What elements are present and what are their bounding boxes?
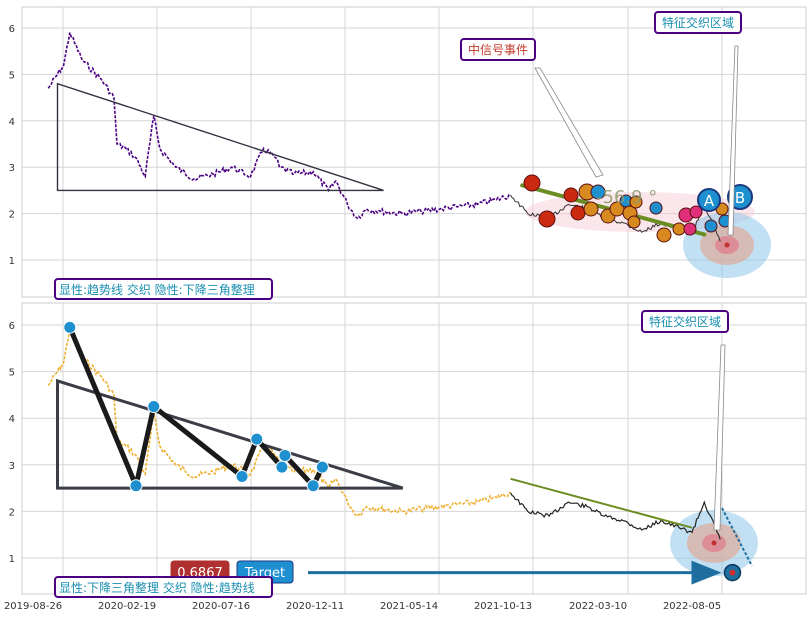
y-tick-label: 3 bbox=[9, 461, 15, 472]
bottom-target-arrow bbox=[308, 560, 742, 585]
y-tick-label: 4 bbox=[9, 414, 15, 425]
signal-marker bbox=[683, 222, 697, 236]
y-tick-label: 2 bbox=[9, 210, 15, 221]
pivot-point bbox=[129, 479, 143, 493]
signal-marker bbox=[656, 227, 672, 243]
x-tick-label: 2020-02-19 bbox=[98, 601, 156, 612]
top-signal-callout: 中信号事件 bbox=[460, 38, 604, 178]
top-region-callout-arrow bbox=[727, 45, 739, 236]
top-panel: 1 2 3 4 5 6 -56.9 ° A B 中信号事件 特征交织区域 bbox=[9, 6, 807, 300]
x-tick-label: 2022-03-10 bbox=[569, 601, 627, 612]
x-tick-label: 2022-08-05 bbox=[663, 601, 721, 612]
top-signal-callout-arrow bbox=[534, 67, 604, 178]
bottom-region-callout-box bbox=[641, 310, 729, 333]
bottom-legend-box bbox=[54, 576, 273, 598]
top-y-tick-labels: 1 2 3 4 5 6 bbox=[9, 24, 15, 267]
x-tick-label: 2020-07-16 bbox=[192, 601, 250, 612]
bottom-descending-triangle bbox=[56, 378, 404, 490]
top-legend-text: 显性:趋势线 交织 隐性:下降三角整理 bbox=[59, 282, 255, 297]
top-circle-a-label: A bbox=[704, 192, 715, 210]
y-tick-label: 6 bbox=[9, 321, 15, 332]
x-tick-label: 2019-08-26 bbox=[4, 601, 62, 612]
bottom-legend: 显性:下降三角整理 交织 隐性:趋势线 bbox=[54, 576, 273, 598]
top-legend: 显性:趋势线 交织 隐性:下降三角整理 bbox=[54, 278, 273, 300]
y-tick-label: 5 bbox=[9, 368, 15, 379]
x-tick-labels: 2019-08-26 2020-02-19 2020-07-16 2020-12-11… bbox=[4, 601, 721, 612]
y-tick-label: 1 bbox=[9, 554, 15, 565]
bottom-breakdown-line bbox=[721, 507, 753, 567]
bottom-trend-line-segment bbox=[510, 477, 693, 529]
signal-marker bbox=[590, 184, 606, 200]
pivot-point bbox=[306, 479, 320, 493]
top-angle-label: -56.9 ° bbox=[596, 187, 657, 208]
top-legend-box bbox=[54, 278, 273, 300]
pivot-point bbox=[278, 448, 292, 462]
top-plot-frame bbox=[21, 6, 807, 298]
signal-marker bbox=[570, 205, 586, 221]
top-signal-callout-box bbox=[460, 38, 536, 61]
bottom-triangle-shape bbox=[56, 378, 404, 490]
x-tick-label: 2021-10-13 bbox=[474, 601, 532, 612]
top-price-line bbox=[47, 32, 511, 220]
pivot-point bbox=[63, 320, 77, 334]
bottom-region-callout-text: 特征交织区域 bbox=[649, 314, 721, 329]
x-tick-label: 2021-05-14 bbox=[380, 601, 438, 612]
pivot-point bbox=[250, 432, 264, 446]
bottom-legend-text: 显性:下降三角整理 交织 隐性:趋势线 bbox=[59, 580, 255, 595]
pivot-point bbox=[315, 460, 329, 474]
y-tick-label: 3 bbox=[9, 163, 15, 174]
pivot-point bbox=[147, 400, 161, 414]
bottom-price-line-tail bbox=[509, 492, 721, 540]
signal-marker bbox=[563, 187, 579, 203]
bottom-region-callout-arrow bbox=[713, 344, 726, 531]
signal-marker bbox=[629, 195, 643, 209]
region-center-dot bbox=[724, 242, 730, 248]
signal-marker bbox=[649, 201, 663, 215]
pivot-point bbox=[235, 469, 249, 483]
y-tick-label: 5 bbox=[9, 70, 15, 81]
y-tick-label: 1 bbox=[9, 256, 15, 267]
x-tick-label: 2020-12-11 bbox=[286, 601, 344, 612]
signal-marker bbox=[704, 219, 718, 233]
signal-marker bbox=[689, 205, 703, 219]
top-circle-b-label: B bbox=[735, 189, 745, 207]
y-tick-label: 4 bbox=[9, 117, 15, 128]
signal-marker bbox=[672, 222, 686, 236]
signal-marker bbox=[627, 215, 641, 229]
top-circle-a: A bbox=[697, 188, 721, 212]
top-signal-markers bbox=[523, 174, 732, 243]
region-center-dot bbox=[711, 540, 717, 546]
bottom-trend-line bbox=[510, 477, 753, 567]
bottom-region-callout: 特征交织区域 bbox=[641, 310, 729, 531]
top-triangle-shape bbox=[56, 82, 384, 192]
bottom-y-tick-labels: 1 2 3 4 5 6 bbox=[9, 321, 15, 565]
y-tick-label: 6 bbox=[9, 24, 15, 35]
pivot-point bbox=[275, 460, 289, 474]
top-region-callout: 特征交织区域 bbox=[654, 11, 742, 236]
signal-marker bbox=[583, 201, 599, 217]
bottom-pivot-points bbox=[63, 320, 329, 493]
target-marker-center bbox=[729, 569, 736, 576]
signal-marker bbox=[523, 174, 541, 192]
signal-marker bbox=[538, 210, 556, 228]
y-tick-label: 2 bbox=[9, 507, 15, 518]
top-signal-callout-text: 中信号事件 bbox=[468, 42, 528, 57]
top-descending-triangle bbox=[56, 82, 384, 192]
top-region-callout-box bbox=[654, 11, 742, 34]
bottom-highlight-region bbox=[670, 510, 758, 576]
top-region-callout-text: 特征交织区域 bbox=[662, 15, 734, 30]
